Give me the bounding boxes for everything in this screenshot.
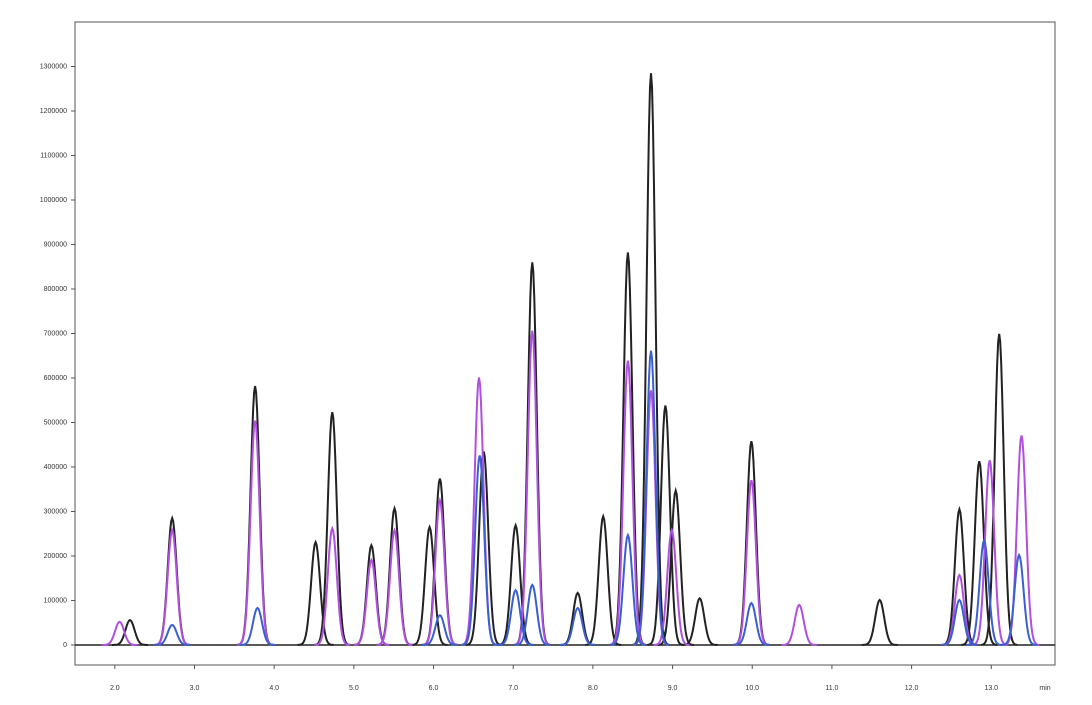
peak — [411, 524, 448, 646]
peak — [961, 460, 998, 646]
x-tick-label: 4.0 — [269, 685, 279, 692]
peak — [514, 583, 551, 646]
peak — [514, 262, 551, 646]
peak — [314, 525, 351, 646]
peak — [653, 527, 690, 646]
x-tick-label: 11.0 — [825, 685, 838, 692]
x-axis-label: min — [1039, 685, 1050, 692]
peak — [314, 412, 351, 646]
peak — [239, 606, 276, 646]
y-tick-label: 0 — [63, 642, 67, 649]
peak — [585, 513, 622, 646]
x-tick-label: 8.0 — [588, 685, 598, 692]
peak — [681, 596, 718, 646]
peak — [632, 73, 670, 646]
y-tick-label: 1000000 — [40, 197, 67, 204]
peak — [353, 557, 390, 646]
y-tick-label: 300000 — [44, 508, 67, 515]
peak — [1001, 552, 1038, 646]
peak — [647, 405, 684, 646]
y-tick-label: 500000 — [44, 419, 67, 426]
peak — [971, 460, 1008, 646]
y-tick-label: 600000 — [44, 375, 67, 382]
y-tick-label: 1300000 — [40, 63, 67, 70]
x-tick-label: 6.0 — [429, 685, 439, 692]
peak — [559, 591, 596, 646]
peak — [497, 588, 534, 646]
peak — [733, 480, 770, 646]
peak — [632, 350, 670, 646]
peak — [497, 522, 534, 646]
x-tick-label: 9.0 — [668, 685, 678, 692]
y-tick-label: 900000 — [44, 241, 67, 248]
peak — [733, 441, 770, 646]
y-tick-label: 200000 — [44, 553, 67, 560]
peak — [966, 537, 1003, 646]
peak — [154, 527, 191, 646]
peak — [112, 618, 148, 646]
y-tick-label: 800000 — [44, 286, 67, 293]
peak — [297, 539, 334, 646]
y-tick-label: 100000 — [44, 597, 67, 604]
x-tick-label: 5.0 — [349, 685, 359, 692]
peak — [861, 598, 898, 646]
x-tick-label: 10.0 — [745, 685, 759, 692]
y-tick-label: 400000 — [44, 464, 67, 471]
peak — [421, 496, 458, 646]
peak — [237, 420, 274, 646]
peak — [981, 333, 1018, 646]
x-tick-label: 3.0 — [190, 685, 200, 692]
x-tick-label: 7.0 — [508, 685, 518, 692]
peak — [559, 606, 596, 646]
y-tick-label: 1100000 — [40, 152, 67, 159]
peak — [421, 613, 458, 646]
peak — [101, 620, 138, 646]
peak — [514, 330, 551, 646]
peak — [461, 455, 498, 646]
y-tick-label: 1200000 — [40, 108, 67, 115]
x-tick-label: 13.0 — [984, 685, 998, 692]
x-tick-label: 2.0 — [110, 685, 120, 692]
peak — [154, 623, 191, 646]
peak — [465, 451, 502, 646]
peak — [376, 527, 413, 646]
y-tick-label: 700000 — [44, 330, 67, 337]
peak — [941, 505, 978, 646]
peak — [781, 603, 818, 646]
plot-frame — [74, 21, 1056, 666]
x-tick-label: 12.0 — [905, 685, 919, 692]
peak — [609, 532, 646, 646]
peak — [733, 601, 770, 646]
